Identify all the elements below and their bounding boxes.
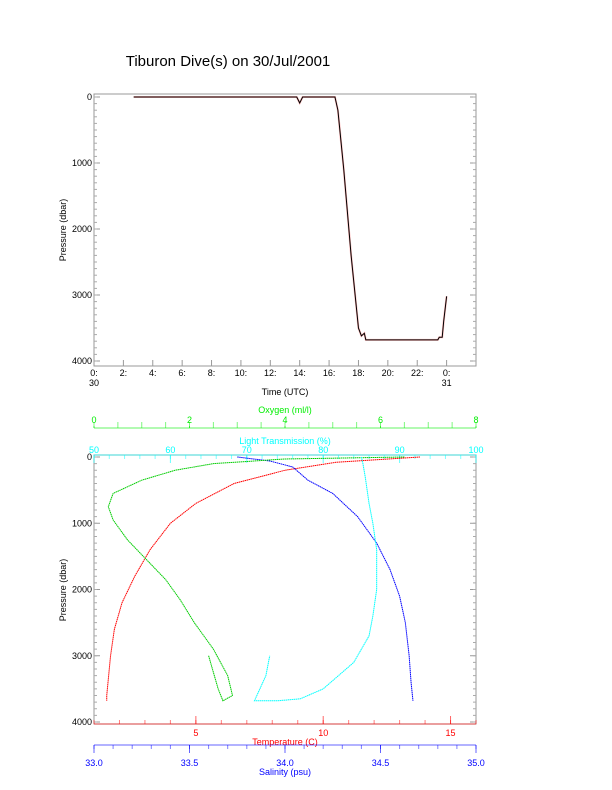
salinity-tick-label: 33.0	[85, 758, 103, 768]
salinity-tick-label: 35.0	[467, 758, 485, 768]
y-tick-label: 1000	[72, 518, 92, 528]
x-tick-label: 10:	[235, 368, 248, 378]
x-tick-label-date: 30	[89, 378, 99, 388]
x-tick-label: 16:	[323, 368, 336, 378]
light-tick-label: 100	[468, 445, 483, 455]
light-tick-label: 90	[395, 445, 405, 455]
salinity-profile-line	[237, 456, 414, 701]
dive-pressure-line	[133, 96, 448, 341]
dive-track-shadow	[133, 96, 448, 341]
y-tick-label: 0	[87, 452, 92, 462]
temperature-tick-label: 15	[446, 728, 456, 738]
light-tick-label: 60	[165, 445, 175, 455]
light-tick-label: 70	[242, 445, 252, 455]
y-tick-label: 2000	[72, 224, 92, 234]
x-tick-label: 0:	[443, 368, 451, 378]
x-tick-label: 4:	[149, 368, 157, 378]
oxygen-tick-label: 4	[282, 415, 287, 425]
x-tick-label: 0:	[90, 368, 98, 378]
x-tick-label: 20:	[382, 368, 395, 378]
y-tick-label: 4000	[72, 717, 92, 727]
y-tick-label: 3000	[72, 651, 92, 661]
bottom-y-axis-label: Pressure (dbar)	[58, 559, 68, 622]
x-tick-label-date: 31	[442, 378, 452, 388]
temperature-tick-label: 10	[318, 728, 328, 738]
oxygen-axis-label: Oxygen (ml/l)	[258, 405, 312, 415]
oxygen-tick-label: 2	[187, 415, 192, 425]
oxygen-tick-label: 0	[91, 415, 96, 425]
top-plot-frame	[93, 93, 477, 367]
x-tick-label: 22:	[411, 368, 424, 378]
temperature-tick-label: 5	[193, 728, 198, 738]
oxygen-profile-line	[107, 456, 405, 702]
oxygen-tick-label: 6	[378, 415, 383, 425]
oxygen-tick-label: 8	[473, 415, 478, 425]
chart-title: Tiburon Dive(s) on 30/Jul/2001	[126, 53, 331, 70]
y-tick-label: 2000	[72, 585, 92, 595]
temperature-profile-line	[106, 456, 421, 701]
x-tick-label: 6:	[178, 368, 186, 378]
x-tick-label: 12:	[264, 368, 277, 378]
top-y-axis-label: Pressure (dbar)	[58, 199, 68, 262]
light-tick-label: 80	[318, 445, 328, 455]
temperature-axis-label: Temperature (C)	[252, 737, 318, 747]
x-tick-label: 8:	[208, 368, 216, 378]
x-tick-label: 2:	[120, 368, 128, 378]
light-profile-line	[253, 456, 378, 702]
salinity-tick-label: 34.5	[372, 758, 390, 768]
x-tick-label: 18:	[352, 368, 365, 378]
light-axis-label: Light Transmission (%)	[239, 436, 331, 446]
y-tick-label: 1000	[72, 158, 92, 168]
top-x-axis-label: Time (UTC)	[262, 387, 309, 397]
salinity-tick-label: 33.5	[181, 758, 199, 768]
y-tick-label: 4000	[72, 356, 92, 366]
light-tick-label: 50	[89, 445, 99, 455]
y-tick-label: 0	[87, 92, 92, 102]
y-tick-label: 3000	[72, 290, 92, 300]
salinity-axis-label: Salinity (psu)	[259, 767, 311, 777]
salinity-tick-label: 34.0	[276, 758, 294, 768]
x-tick-label: 14:	[293, 368, 306, 378]
bottom-plot-frame	[93, 454, 477, 725]
